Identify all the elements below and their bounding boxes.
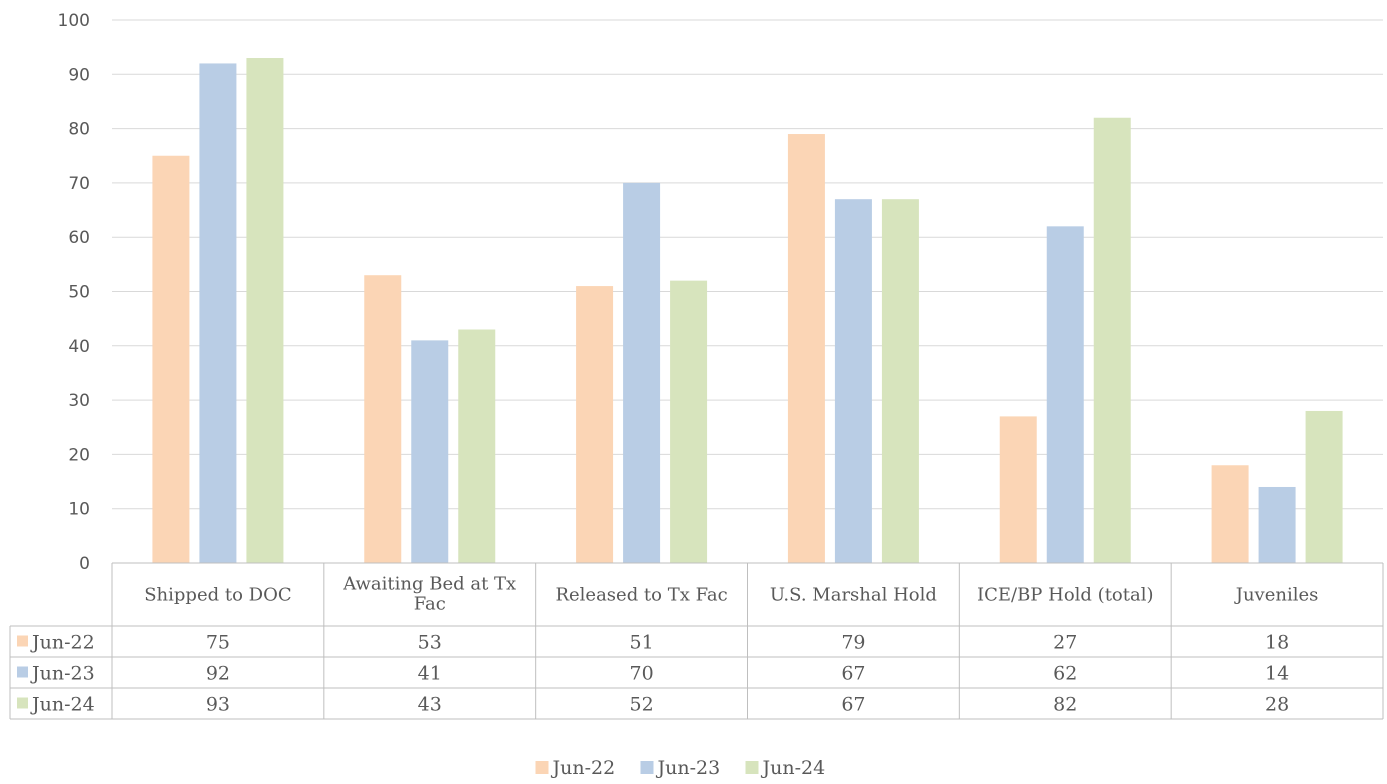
bar <box>364 275 401 563</box>
table-cell: 75 <box>206 632 230 654</box>
bar <box>411 340 448 563</box>
row-series-label: Jun-24 <box>30 694 95 716</box>
y-axis-tick-labels: 0 10 20 30 40 50 60 70 80 90 100 <box>58 11 90 574</box>
category-label: ICE/BP Hold (total) <box>977 585 1154 606</box>
y-tick-label: 10 <box>68 500 90 520</box>
bar <box>576 286 613 563</box>
table-cell: 92 <box>206 663 230 685</box>
bar <box>152 156 189 563</box>
y-tick-label: 50 <box>68 283 90 303</box>
bar <box>199 63 236 563</box>
table-cell: 62 <box>1053 663 1077 685</box>
table-cell: 67 <box>841 694 865 716</box>
y-tick-label: 20 <box>68 445 90 465</box>
legend-swatch <box>536 761 549 774</box>
bar <box>835 199 872 563</box>
bar <box>1212 465 1249 563</box>
legend-label: Jun-22 <box>551 757 616 779</box>
table-cell: 82 <box>1053 694 1077 716</box>
bar <box>1000 416 1037 563</box>
table-cell: 43 <box>418 694 442 716</box>
bars <box>152 58 1342 563</box>
category-label: Shipped to DOC <box>144 585 291 606</box>
table-cell: 70 <box>629 663 653 685</box>
y-tick-label: 80 <box>68 120 90 140</box>
data-table: Shipped to DOC Awaiting Bed at Tx Fac Relea… <box>10 563 1383 719</box>
legend: Jun-22 Jun-23 Jun-24 <box>536 757 826 779</box>
gridlines <box>112 20 1383 563</box>
bar <box>882 199 919 563</box>
y-tick-label: 40 <box>68 337 90 357</box>
legend-label: Jun-24 <box>761 757 826 779</box>
table-cell: 18 <box>1265 632 1289 654</box>
y-tick-label: 70 <box>68 174 90 194</box>
category-label: Awaiting Bed at Tx Fac <box>342 574 516 615</box>
table-cell: 51 <box>629 632 653 654</box>
table-cell: 41 <box>418 663 442 685</box>
table-cell: 27 <box>1053 632 1077 654</box>
bar <box>246 58 283 563</box>
bar <box>670 281 707 563</box>
legend-label: Jun-23 <box>656 757 721 779</box>
table-cell: 79 <box>841 632 865 654</box>
bar <box>1094 118 1131 563</box>
table-cell: 53 <box>418 632 442 654</box>
category-label: Juveniles <box>1234 585 1319 606</box>
category-label: Released to Tx Fac <box>555 585 727 606</box>
bar <box>458 330 495 563</box>
bar <box>1259 487 1296 563</box>
y-tick-label: 0 <box>79 554 90 574</box>
row-series-label: Jun-23 <box>30 663 95 685</box>
category-label: U.S. Marshal Hold <box>770 585 937 606</box>
row-series-label: Jun-22 <box>30 632 95 654</box>
row-legend-key <box>17 698 28 709</box>
y-tick-label: 100 <box>58 11 90 31</box>
bar <box>1047 226 1084 563</box>
y-tick-label: 30 <box>68 391 90 411</box>
bar <box>788 134 825 563</box>
row-legend-key <box>17 667 28 678</box>
table-cell: 14 <box>1265 663 1289 685</box>
bar <box>623 183 660 563</box>
bar <box>1306 411 1343 563</box>
table-cell: 93 <box>206 694 230 716</box>
table-cell: 28 <box>1265 694 1289 716</box>
y-tick-label: 90 <box>68 65 90 85</box>
table-cell: 67 <box>841 663 865 685</box>
table-cell: 52 <box>629 694 653 716</box>
legend-swatch <box>641 761 654 774</box>
row-legend-key <box>17 636 28 647</box>
legend-swatch <box>746 761 759 774</box>
y-tick-label: 60 <box>68 228 90 248</box>
